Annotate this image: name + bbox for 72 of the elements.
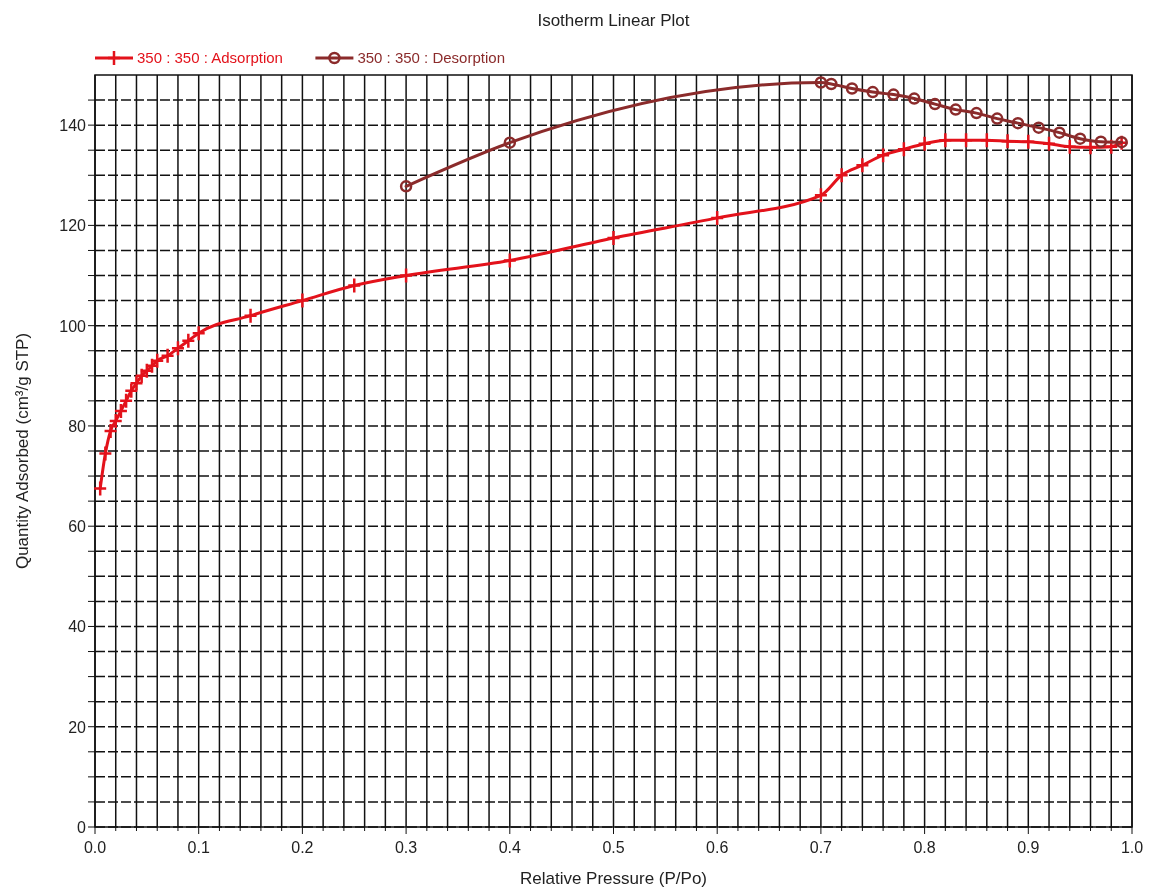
point (1062, 138, 1078, 155)
point (813, 187, 829, 204)
point (928, 97, 942, 111)
point (191, 324, 206, 342)
x-tick-label: 0.6 (706, 839, 729, 856)
point (1073, 132, 1087, 145)
point (606, 229, 621, 247)
point (866, 85, 879, 99)
legend-label: 350 : 350 : Adsorption (137, 49, 283, 66)
point (103, 422, 118, 440)
y-axis-title: Quantity Adsorbed (cm³/g STP) (13, 332, 32, 570)
x-tick-label: 1.0 (1120, 839, 1144, 856)
point (1094, 135, 1108, 148)
y-tick-label: 60 (68, 518, 87, 536)
chart-title: Isotherm Linear Plot (537, 11, 690, 30)
point (958, 131, 974, 149)
point (124, 382, 139, 400)
point (938, 131, 953, 149)
x-tick-label: 0.0 (83, 839, 107, 856)
x-tick-label: 0.7 (809, 839, 833, 856)
point (108, 412, 123, 430)
point (1053, 126, 1066, 139)
point (129, 375, 144, 392)
x-tick-label: 0.3 (394, 839, 418, 856)
point (113, 402, 129, 420)
point (347, 277, 362, 294)
point (502, 252, 518, 269)
point (98, 445, 113, 462)
point (709, 209, 725, 227)
point (170, 339, 186, 357)
x-tick-label: 0.9 (1017, 839, 1040, 856)
point (1041, 135, 1057, 152)
legend-label: 350 : 350 : Desorption (357, 49, 506, 66)
point (845, 82, 859, 95)
point (160, 347, 175, 364)
point (814, 76, 828, 89)
point (970, 106, 983, 120)
x-axis-title: Relative Pressure (P/Po) (519, 869, 708, 888)
point (399, 180, 413, 193)
point (1011, 116, 1025, 130)
point (1032, 121, 1045, 134)
point (398, 267, 414, 284)
point (949, 103, 962, 116)
x-tick-label: 0.1 (187, 839, 210, 856)
x-tick-label: 0.4 (498, 839, 522, 856)
x-tick-label: 0.8 (913, 839, 936, 856)
point (181, 332, 196, 349)
point (503, 136, 517, 149)
y-tick-label: 140 (59, 117, 87, 135)
point (834, 167, 849, 184)
point (118, 392, 134, 410)
y-tick-label: 100 (59, 317, 87, 335)
y-tick-label: 40 (68, 618, 87, 636)
point (990, 112, 1004, 125)
point (1000, 132, 1015, 150)
point (92, 480, 108, 497)
point (907, 92, 921, 105)
point (875, 146, 891, 164)
point (855, 156, 870, 174)
x-tick-label: 0.5 (602, 839, 625, 856)
x-tick-label: 0.2 (291, 839, 314, 856)
y-tick-label: 0 (77, 819, 87, 836)
point (825, 77, 838, 91)
point (896, 140, 912, 158)
y-tick-label: 80 (68, 417, 87, 435)
point (243, 307, 258, 324)
point (295, 292, 310, 309)
y-tick-label: 120 (59, 217, 87, 235)
y-tick-label: 20 (68, 718, 87, 736)
point (887, 88, 900, 101)
point (1021, 133, 1036, 150)
point (917, 135, 932, 152)
